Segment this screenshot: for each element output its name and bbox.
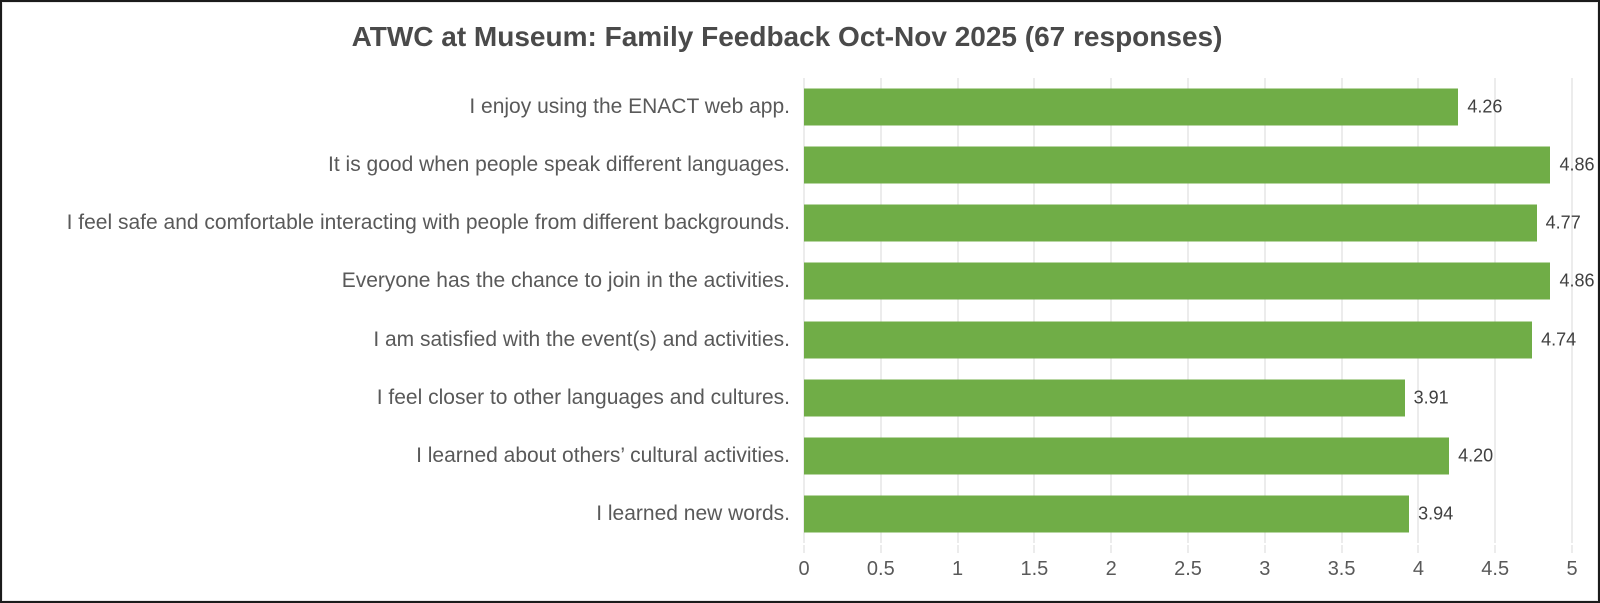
gridline xyxy=(1341,78,1343,543)
bar xyxy=(804,437,1450,475)
category-label: I learned about others’ cultural activit… xyxy=(416,443,790,467)
gridline xyxy=(1571,78,1573,543)
value-label: 4.20 xyxy=(1458,445,1494,466)
value-label: 3.94 xyxy=(1418,503,1454,524)
value-label: 4.86 xyxy=(1559,270,1595,291)
axis-tick xyxy=(1494,545,1496,553)
axis-tick-label: 0 xyxy=(798,558,810,580)
axis-tick xyxy=(1417,545,1419,553)
bar xyxy=(804,146,1551,184)
bar xyxy=(804,321,1533,359)
axis-tick xyxy=(1033,545,1035,553)
gridline xyxy=(1110,78,1112,543)
axis-tick xyxy=(1341,545,1343,553)
chart-title: ATWC at Museum: Family Feedback Oct-Nov … xyxy=(351,21,1223,52)
axis-tick xyxy=(1110,545,1112,553)
gridline xyxy=(1033,78,1035,543)
axis-tick-label: 4.5 xyxy=(1481,558,1510,580)
axis-tick-label: 3 xyxy=(1259,558,1271,580)
axis-tick xyxy=(1264,545,1266,553)
bar xyxy=(804,495,1410,533)
value-label: 4.86 xyxy=(1559,154,1595,175)
gridline xyxy=(957,78,959,543)
value-label: 4.77 xyxy=(1545,212,1581,233)
axis-tick xyxy=(1571,545,1573,553)
category-label: I learned new words. xyxy=(596,501,790,525)
category-label: I feel closer to other languages and cul… xyxy=(376,385,790,409)
axis-tick-label: 2.5 xyxy=(1174,558,1202,580)
axis-tick-label: 3.5 xyxy=(1327,558,1356,580)
category-labels: I enjoy using the ENACT web app. It is go… xyxy=(2,78,804,543)
category-label: I enjoy using the ENACT web app. xyxy=(469,95,790,119)
gridline xyxy=(880,78,882,543)
bar xyxy=(804,88,1459,126)
gridline xyxy=(1494,78,1496,543)
gridline xyxy=(1187,78,1189,543)
plot-area: 4.26 4.86 4.77 4.86 4.74 3.91 4.20 3.94 xyxy=(803,78,1595,543)
category-label: Everyone has the chance to join in the a… xyxy=(341,269,790,293)
value-label: 3.91 xyxy=(1413,387,1449,408)
axis-tick xyxy=(803,545,805,553)
category-label: I am satisfied with the event(s) and act… xyxy=(373,327,790,351)
bar xyxy=(804,379,1405,417)
value-label: 4.26 xyxy=(1467,96,1503,117)
axis-tick-label: 4 xyxy=(1412,558,1424,580)
bar xyxy=(804,262,1551,300)
axis-tick-label: 5 xyxy=(1566,558,1578,580)
axis-tick-label: 1 xyxy=(952,558,964,580)
axis-tick-label: 1.5 xyxy=(1020,558,1049,580)
category-label: It is good when people speak different l… xyxy=(328,153,790,177)
axis-tick-label: 0.5 xyxy=(866,558,895,580)
bar xyxy=(804,204,1537,242)
gridline xyxy=(803,78,805,543)
x-axis: 0 0.5 1 1.5 2 2.5 3 3.5 4 4.5 5 xyxy=(798,543,1578,593)
axis-tick xyxy=(880,545,882,553)
gridline xyxy=(1417,78,1419,543)
category-label: I feel safe and comfortable interacting … xyxy=(66,211,790,235)
axis-tick xyxy=(1187,545,1189,553)
gridline xyxy=(1264,78,1266,543)
axis-tick-label: 2 xyxy=(1105,558,1117,580)
value-label: 4.74 xyxy=(1541,329,1577,350)
axis-tick xyxy=(957,545,959,553)
